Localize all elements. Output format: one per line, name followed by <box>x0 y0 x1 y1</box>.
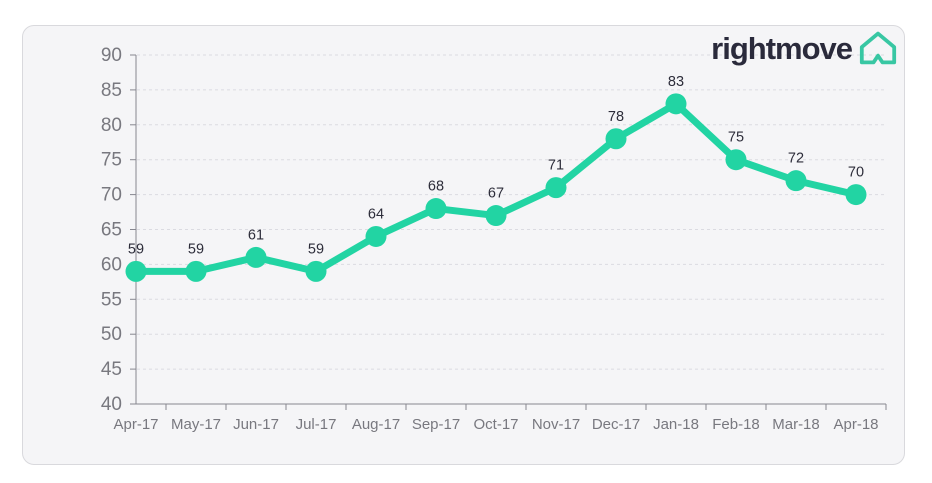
rightmove-house-icon <box>859 31 897 65</box>
x-axis-label: Feb-18 <box>712 416 760 433</box>
data-point-label: 68 <box>428 179 444 195</box>
y-axis-label: 75 <box>101 150 122 171</box>
data-point-label: 67 <box>488 186 504 202</box>
y-axis-label: 55 <box>101 289 122 310</box>
data-point-marker[interactable] <box>485 205 507 227</box>
data-point-label: 83 <box>668 74 684 90</box>
y-axis-label: 65 <box>101 220 122 241</box>
x-axis-label: Jan-18 <box>653 416 699 433</box>
x-axis-label: May-17 <box>171 416 221 433</box>
x-axis-label: Jun-17 <box>233 416 279 433</box>
y-axis-label: 60 <box>101 254 122 275</box>
data-point-marker[interactable] <box>185 260 207 282</box>
data-point-label: 70 <box>848 165 864 181</box>
y-axis-label: 50 <box>101 324 122 345</box>
x-axis-label: Apr-18 <box>833 416 878 433</box>
data-point-marker[interactable] <box>125 260 147 282</box>
data-point-marker[interactable] <box>305 260 327 282</box>
y-axis-label: 80 <box>101 115 122 136</box>
y-axis-label: 70 <box>101 185 122 206</box>
x-axis-label: Jul-17 <box>296 416 337 433</box>
data-point-marker[interactable] <box>845 184 867 206</box>
data-point-marker[interactable] <box>425 198 447 220</box>
data-point-marker[interactable] <box>605 128 627 150</box>
data-point-label: 59 <box>308 241 324 257</box>
data-point-label: 72 <box>788 151 804 167</box>
chart-card <box>22 25 905 465</box>
y-axis-label: 85 <box>101 80 122 101</box>
x-axis-label: Nov-17 <box>532 416 580 433</box>
x-axis-label: Dec-17 <box>592 416 640 433</box>
y-axis-label: 40 <box>101 394 122 415</box>
x-axis-label: Apr-17 <box>113 416 158 433</box>
data-point-label: 78 <box>608 109 624 125</box>
data-point-marker[interactable] <box>545 177 567 199</box>
data-point-label: 64 <box>368 206 384 222</box>
data-point-marker[interactable] <box>785 170 807 192</box>
data-point-label: 75 <box>728 130 744 146</box>
data-point-marker[interactable] <box>365 225 387 247</box>
x-axis-label: Sep-17 <box>412 416 460 433</box>
rightmove-logo: rightmove <box>711 30 899 66</box>
data-point-marker[interactable] <box>245 246 267 268</box>
y-axis-label: 45 <box>101 359 122 380</box>
rightmove-logo-text: rightmove <box>711 30 853 66</box>
data-point-label: 61 <box>248 227 264 243</box>
data-point-label: 59 <box>128 241 144 257</box>
data-point-marker[interactable] <box>665 93 687 115</box>
data-point-label: 71 <box>548 158 564 174</box>
data-point-label: 59 <box>188 241 204 257</box>
x-axis-label: Aug-17 <box>352 416 400 433</box>
x-axis-label: Oct-17 <box>473 416 518 433</box>
x-axis-label: Mar-18 <box>772 416 820 433</box>
data-point-marker[interactable] <box>725 149 747 171</box>
y-axis-label: 90 <box>101 45 122 66</box>
